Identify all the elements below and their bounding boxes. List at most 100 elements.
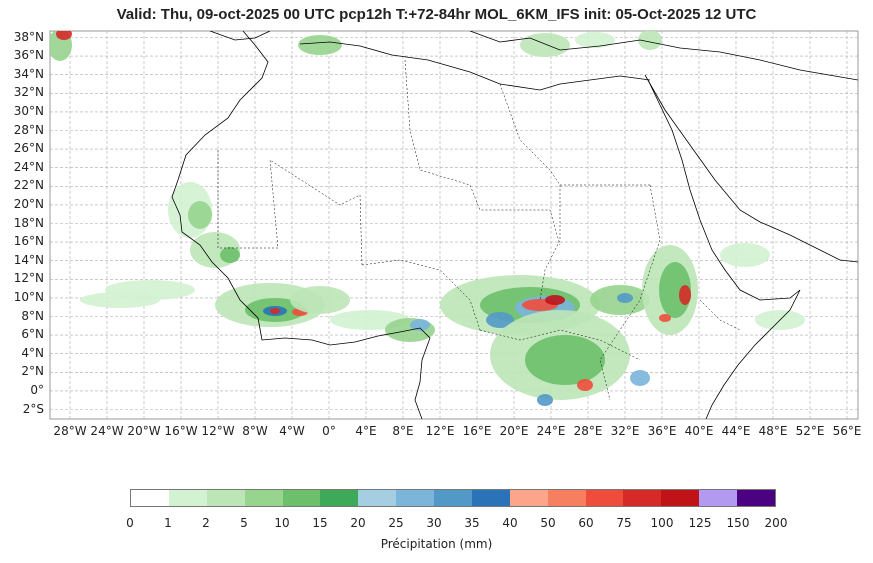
colorbar-segment <box>699 490 737 506</box>
colorbar-segment <box>585 490 624 506</box>
colorbar-segment <box>623 490 662 506</box>
colorbar-segment <box>471 490 510 506</box>
colorbar-tick-label: 30 <box>426 516 442 530</box>
colorbar-tick-label: 35 <box>464 516 480 530</box>
precip-cell <box>638 31 662 50</box>
lon-tick-label: 0° <box>322 424 336 438</box>
mediterranean-coast <box>299 41 651 91</box>
colorbar-tick-label: 15 <box>312 516 328 530</box>
lat-tick-label: 38°N <box>13 29 44 44</box>
lon-tick-label: 12°W <box>201 424 235 438</box>
lat-tick-label: 24°N <box>13 159 44 174</box>
precip-cell <box>659 314 671 322</box>
colorbar-tick-label: 40 <box>502 516 518 530</box>
colorbar-tick-label: 5 <box>240 516 248 530</box>
colorbar-tick-label: 50 <box>540 516 556 530</box>
lat-tick-label: 36°N <box>13 48 44 63</box>
lon-tick-label: 12°E <box>425 424 455 438</box>
precip-cell <box>486 312 514 328</box>
map-title: Valid: Thu, 09-oct-2025 00 UTC pcp12h T:… <box>116 6 757 23</box>
country-borders <box>217 59 741 401</box>
map-frame <box>49 30 859 420</box>
colorbar-label: Précipitation (mm) <box>380 537 493 551</box>
europe-coast <box>469 31 858 81</box>
arabia-coast <box>644 74 858 263</box>
east-africa-coast <box>705 289 801 419</box>
lon-tick-label: 4°E <box>355 424 377 438</box>
lon-tick-label: 36°E <box>647 424 677 438</box>
iberia-coast <box>209 31 271 41</box>
precipitation-field <box>50 31 805 406</box>
lon-tick-label: 16°E <box>462 424 492 438</box>
lon-tick-label: 4°W <box>279 424 305 438</box>
colorbar-tick-label: 75 <box>616 516 632 530</box>
precip-cell <box>720 243 770 267</box>
precip-cell <box>537 394 553 406</box>
precip-cell <box>679 285 691 305</box>
precip-cell <box>56 31 72 40</box>
lat-tick-label: 10°N <box>13 289 44 304</box>
colorbar-segment <box>661 490 700 506</box>
lon-tick-label: 20°E <box>499 424 529 438</box>
precip-cell <box>270 308 280 314</box>
colorbar-tick-label: 2 <box>202 516 210 530</box>
colorbar-tick-label: 10 <box>274 516 290 530</box>
precip-cell <box>525 335 605 385</box>
lon-tick-label: 40°E <box>684 424 714 438</box>
colorbar-tick-label: 100 <box>650 516 674 530</box>
lat-tick-label: 14°N <box>13 252 44 267</box>
colorbar-segment <box>547 490 586 506</box>
precip-cell <box>617 293 633 303</box>
lat-tick-label: 8°N <box>21 308 44 323</box>
lat-tick-label: 26°N <box>13 141 44 156</box>
precip-cell <box>575 32 615 48</box>
precip-cell <box>80 292 160 308</box>
colorbar-tick-label: 1 <box>164 516 172 530</box>
lon-tick-label: 28°W <box>53 424 87 438</box>
coastlines <box>171 31 858 419</box>
lat-tick-label: 18°N <box>13 215 44 230</box>
colorbar-segment <box>396 490 434 506</box>
lat-tick-label: 32°N <box>13 85 44 100</box>
colorbar-segment <box>358 490 397 506</box>
precip-cell <box>520 33 570 57</box>
colorbar-tick-label: 20 <box>350 516 366 530</box>
colorbar-tick-label: 200 <box>764 516 788 530</box>
lon-tick-label: 16°W <box>164 424 198 438</box>
colorbar-segment <box>168 490 207 506</box>
lat-tick-label: 30°N <box>13 103 44 118</box>
colorbar-tick-label: 60 <box>578 516 594 530</box>
precip-cell <box>630 370 650 386</box>
africa-coast <box>171 31 431 419</box>
precip-cell <box>410 319 430 331</box>
colorbar-tick-label: 150 <box>726 516 750 530</box>
precip-cell <box>220 247 240 263</box>
colorbar-tick-label: 125 <box>688 516 712 530</box>
precip-cell <box>298 35 342 55</box>
lon-tick-label: 28°E <box>573 424 603 438</box>
precip-cell <box>545 295 565 305</box>
colorbar-segment <box>244 490 283 506</box>
lat-tick-label: 2°S <box>22 401 44 416</box>
lon-tick-label: 44°E <box>721 424 751 438</box>
colorbar-segment <box>282 490 321 506</box>
precip-cell <box>188 201 212 229</box>
colorbar-segment <box>509 490 548 506</box>
lat-tick-label: 0° <box>30 382 44 397</box>
lon-tick-label: 24°E <box>536 424 566 438</box>
lon-tick-label: 24°W <box>90 424 124 438</box>
colorbar <box>130 489 776 507</box>
lon-tick-label: 32°E <box>610 424 640 438</box>
colorbar-segment <box>434 490 472 506</box>
colorbar-segment <box>320 490 359 506</box>
lat-tick-label: 6°N <box>21 327 44 342</box>
red-sea-west-coast <box>647 79 801 301</box>
lat-tick-label: 16°N <box>13 234 44 249</box>
lon-tick-label: 56°E <box>832 424 862 438</box>
precip-cell <box>290 286 350 314</box>
lon-tick-label: 20°W <box>127 424 161 438</box>
precip-cell <box>577 379 593 391</box>
lon-tick-label: 52°E <box>795 424 825 438</box>
lat-tick-label: 22°N <box>13 178 44 193</box>
